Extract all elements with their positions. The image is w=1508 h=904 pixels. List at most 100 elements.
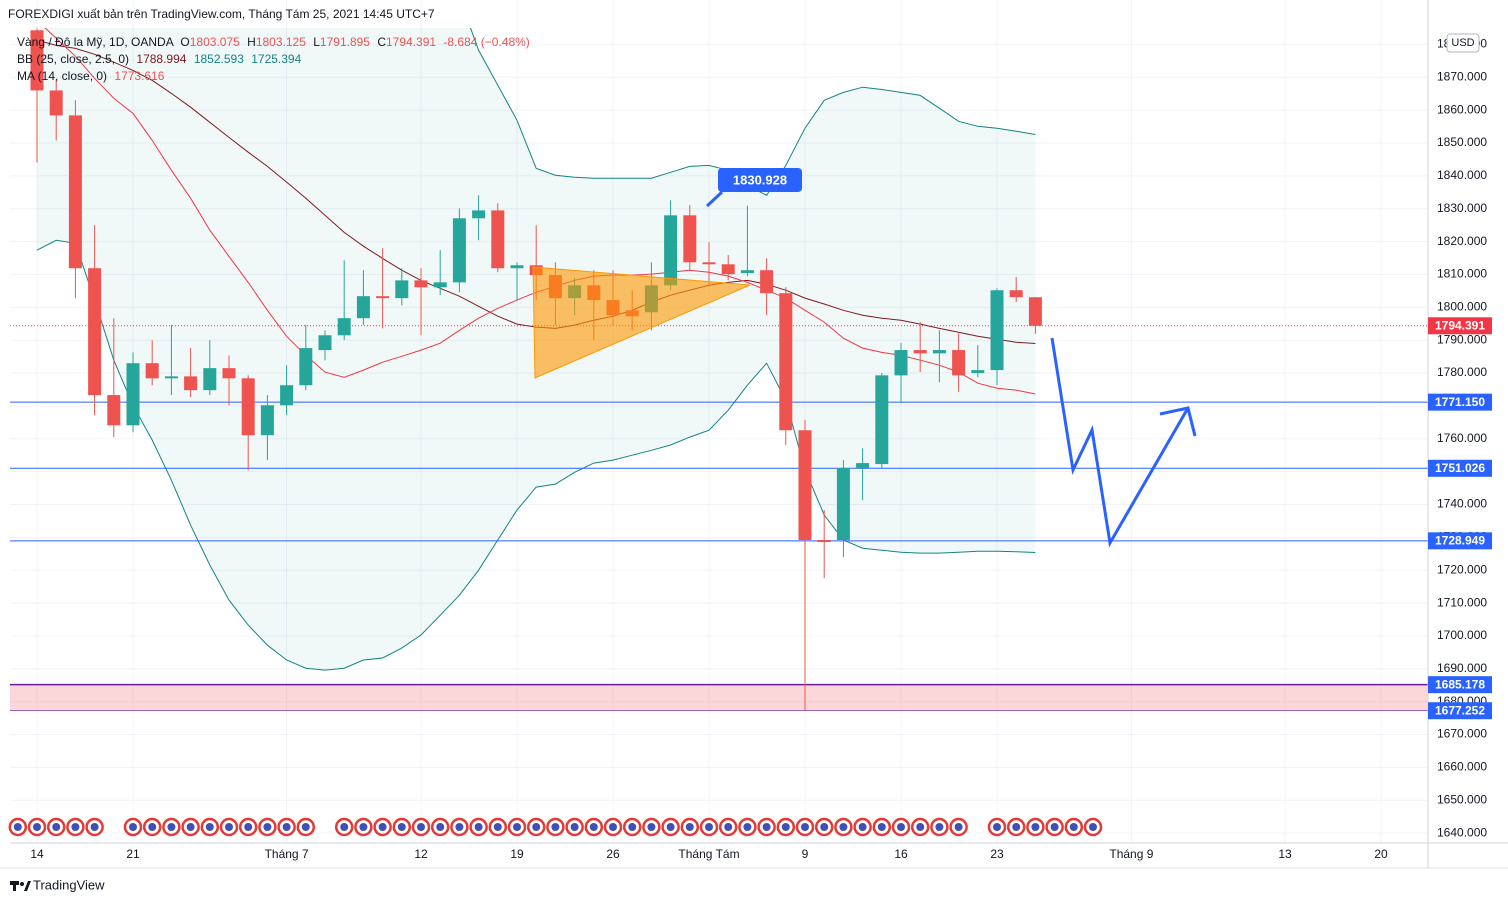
candle-body [376, 296, 390, 299]
y-tick-label: 1820.000 [1437, 234, 1487, 248]
event-icon-core [916, 823, 925, 831]
price-badge-label: 1771.150 [1435, 395, 1485, 409]
y-tick-label: 1810.000 [1437, 267, 1487, 281]
event-icon-core [513, 823, 521, 831]
event-icon-core [90, 823, 99, 831]
y-tick-label: 1720.000 [1437, 562, 1487, 576]
candle-body [894, 350, 908, 376]
event-icon-core [436, 823, 445, 831]
price-badges: 1771.150 1751.026 1728.949 1685.178 1677.252… [1428, 317, 1492, 720]
event-icon-core [455, 823, 464, 831]
event-icon-core [820, 823, 829, 831]
event-icon-core [71, 823, 80, 831]
candle-body [107, 395, 121, 426]
candle-body [779, 293, 793, 431]
price-badge [1428, 702, 1492, 720]
candle-body [836, 468, 850, 541]
event-icon-core [858, 823, 867, 831]
under-layer [10, 28, 1428, 712]
drawings: 1830.928 [532, 168, 1197, 548]
y-tick-label: 1860.000 [1437, 102, 1487, 116]
indicator-value: 1788.994 [136, 52, 187, 66]
event-icon-core [685, 823, 694, 831]
x-tick-label: 14 [30, 847, 44, 861]
x-tick-label: 16 [894, 847, 908, 861]
price-badge-label: 1677.252 [1435, 703, 1485, 717]
candle-body [491, 210, 505, 269]
x-tick-label: Tháng 9 [1109, 847, 1153, 861]
candle-body [414, 280, 428, 288]
event-icon-core [877, 823, 886, 831]
event-icon-core [282, 823, 291, 831]
event-icon-core [52, 823, 61, 831]
event-icon-core [186, 823, 195, 831]
candle-body [952, 350, 966, 376]
candle-body [721, 264, 735, 275]
indicator-value: 1852.593 [193, 52, 244, 66]
legend-ma: MA (14, close, 0) 1773.616 [17, 68, 530, 85]
candle-body [318, 335, 332, 351]
event-icon-core [666, 823, 675, 831]
candle-body [452, 218, 466, 283]
legend: Vàng / Đô la Mỹ, 1D, OANDA O1803.075 H18… [17, 34, 530, 85]
x-tick-label: Tháng Tám [678, 847, 739, 861]
candle-body [798, 430, 812, 541]
indicator-line [36, 239, 1036, 671]
ohlc-value: 1791.895 [319, 35, 370, 49]
y-tick-label: 1700.000 [1437, 628, 1487, 642]
event-icon-core [532, 823, 541, 831]
event-icon-core [897, 823, 905, 831]
axes: 1640.0001650.0001660.0001670.0001680.000… [0, 0, 1508, 869]
price-badge-label: 1728.949 [1435, 534, 1485, 548]
publish-header: FOREXDIGI xuất bản trên TradingView.com,… [8, 7, 435, 21]
event-icon-core [301, 823, 310, 831]
projection-arrowhead [1159, 406, 1197, 437]
candle-body [971, 370, 985, 374]
candle-body [472, 210, 486, 219]
event-icon-core [801, 823, 809, 831]
candle-body [68, 115, 82, 269]
x-tick-label: 12 [414, 847, 428, 861]
event-icon-core [705, 823, 713, 831]
event-icon-core [1012, 823, 1021, 831]
event-icon-core [781, 823, 790, 831]
candle-body [856, 463, 870, 469]
event-icon-core [397, 823, 406, 831]
price-badge [1428, 393, 1492, 411]
ohlc-prefix: C [377, 35, 386, 49]
price-badge-label: 1751.026 [1435, 461, 1485, 475]
event-icon-core [1069, 823, 1078, 831]
candle-body [1009, 290, 1023, 298]
y-tick-label: 1690.000 [1437, 661, 1487, 675]
event-icon-core [263, 823, 272, 831]
candle-body [433, 282, 447, 288]
event-icon-core [205, 823, 214, 831]
legend-ohlc: Vàng / Đô la Mỹ, 1D, OANDA O1803.075 H18… [17, 34, 530, 51]
event-icon-core [474, 823, 483, 831]
callout-pointer [705, 190, 724, 208]
currency-badge [1446, 33, 1480, 53]
event-icon-core [589, 823, 598, 831]
event-icon-core [493, 823, 502, 831]
event-icon-core [378, 823, 387, 831]
candle-body [990, 290, 1004, 371]
ohlc-value: 1803.075 [189, 35, 240, 49]
event-icon-core [551, 823, 560, 831]
candle-body [337, 318, 351, 336]
event-icon-core [954, 823, 963, 831]
event-icons [8, 817, 1103, 837]
event-icon-core [1031, 823, 1040, 831]
support-zone [10, 684, 1428, 711]
candle-body [241, 378, 255, 436]
y-tick-label: 1650.000 [1437, 792, 1487, 806]
candle-body [260, 405, 274, 436]
indicator-name: BB (25, close, 2.5, 0) [17, 52, 130, 66]
price-badge [1428, 532, 1492, 550]
event-icon-core [359, 823, 368, 831]
indicator-line [470, 28, 1036, 196]
candle-body [664, 215, 678, 286]
x-tick-label: 26 [606, 847, 620, 861]
brand-name: TradingView [33, 877, 105, 892]
candle-body [164, 376, 178, 379]
y-tick-label: 1800.000 [1437, 300, 1487, 314]
